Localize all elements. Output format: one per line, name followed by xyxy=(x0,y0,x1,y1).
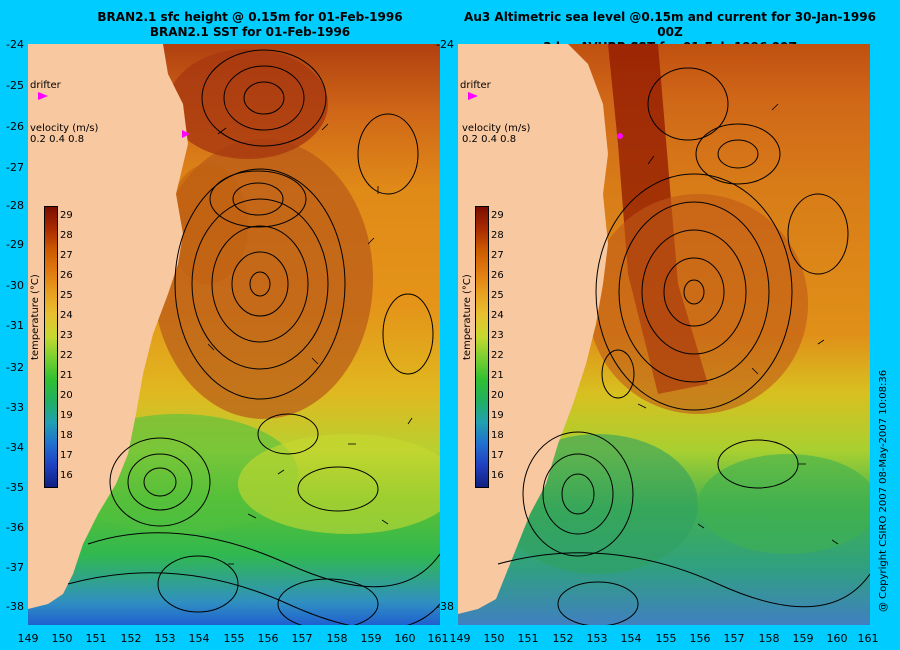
y-tick: -26 xyxy=(6,120,24,133)
x-tick: 150 xyxy=(51,632,73,645)
y-tick: -32 xyxy=(6,361,24,374)
drifter-legend-marker xyxy=(38,92,48,100)
x-tick: 155 xyxy=(655,632,677,645)
land-mass xyxy=(458,44,608,614)
velocity-label: velocity (m/s) xyxy=(30,123,99,134)
drifter-label: drifter xyxy=(30,80,61,91)
x-tick: 159 xyxy=(792,632,814,645)
x-tick: 154 xyxy=(188,632,210,645)
drifter-legend-left: drifter xyxy=(30,80,61,91)
colorbar-right-ticks: 29 28 27 26 25 24 23 22 21 20 19 18 17 16 xyxy=(491,210,504,481)
y-tick: -38 xyxy=(6,600,24,613)
drifter-legend-marker xyxy=(468,92,478,100)
y-tick: -35 xyxy=(6,481,24,494)
x-tick: 152 xyxy=(552,632,574,645)
y-tick: -25 xyxy=(6,79,24,92)
x-tick: 161 xyxy=(857,632,879,645)
right-map-panel xyxy=(458,44,870,625)
y-tick: -36 xyxy=(6,521,24,534)
velocity-label: velocity (m/s) xyxy=(462,123,531,134)
y-tick: -31 xyxy=(6,319,24,332)
drifter-marker xyxy=(617,133,623,139)
x-tick: 157 xyxy=(291,632,313,645)
velocity-scale: 0.2 0.4 0.8 xyxy=(30,134,85,145)
left-map-panel xyxy=(28,44,440,625)
x-tick: 158 xyxy=(758,632,780,645)
x-tick: 155 xyxy=(223,632,245,645)
colorbar-left-ticks: 29 28 27 26 25 24 23 22 21 20 19 18 17 16 xyxy=(60,210,73,481)
drifter-marker xyxy=(182,130,190,138)
x-tick: 152 xyxy=(120,632,142,645)
x-tick: 151 xyxy=(85,632,107,645)
y-tick: -29 xyxy=(6,238,24,251)
right-sst-map xyxy=(458,44,870,625)
x-tick: 149 xyxy=(449,632,471,645)
y-tick: -38 xyxy=(436,600,454,613)
y-tick: -34 xyxy=(6,441,24,454)
land-mass xyxy=(28,44,188,609)
y-tick: -24 xyxy=(6,38,24,51)
x-tick: 149 xyxy=(17,632,39,645)
colorbar-right-label: temperature (°C) xyxy=(462,274,473,360)
x-tick: 151 xyxy=(517,632,539,645)
x-tick: 160 xyxy=(394,632,416,645)
y-tick: -24 xyxy=(436,38,454,51)
colorbar-right-gradient xyxy=(475,206,489,488)
colorbar-left xyxy=(44,206,58,488)
x-tick: 150 xyxy=(483,632,505,645)
y-tick: -33 xyxy=(6,401,24,414)
velocity-arrows xyxy=(637,103,839,545)
velocity-legend-left: velocity (m/s) 0.2 0.4 0.8 xyxy=(30,123,98,145)
drifter-label: drifter xyxy=(460,80,491,91)
drifter-legend-right: drifter xyxy=(460,80,491,91)
colorbar-right xyxy=(475,206,489,488)
velocity-arrows xyxy=(207,123,413,565)
y-tick: -30 xyxy=(6,279,24,292)
velocity-scale: 0.2 0.4 0.8 xyxy=(462,134,517,145)
x-tick: 159 xyxy=(360,632,382,645)
velocity-legend-right: velocity (m/s) 0.2 0.4 0.8 xyxy=(462,123,530,145)
colorbar-left-label: temperature (°C) xyxy=(30,274,41,360)
right-title-line1: Au3 Altimetric sea level @0.15m and curr… xyxy=(464,10,876,39)
ssh-contours xyxy=(497,67,870,625)
x-tick: 153 xyxy=(586,632,608,645)
x-tick: 158 xyxy=(326,632,348,645)
ssh-contours xyxy=(67,49,440,625)
left-sst-map xyxy=(28,44,440,625)
y-tick: -37 xyxy=(6,561,24,574)
x-tick: 154 xyxy=(620,632,642,645)
x-tick: 156 xyxy=(689,632,711,645)
y-tick: -28 xyxy=(6,199,24,212)
x-tick: 153 xyxy=(154,632,176,645)
colorbar-left-gradient xyxy=(44,206,58,488)
copyright-text: @ Copyright CSIRO 2007 08-May-2007 10:08… xyxy=(878,369,889,612)
left-title-line1: BRAN2.1 sfc height @ 0.15m for 01-Feb-19… xyxy=(97,10,403,24)
left-title-line2: BRAN2.1 SST for 01-Feb-1996 xyxy=(149,25,351,39)
y-tick: -27 xyxy=(6,161,24,174)
left-title: BRAN2.1 sfc height @ 0.15m for 01-Feb-19… xyxy=(60,10,440,40)
x-tick: 156 xyxy=(257,632,279,645)
x-tick: 161 xyxy=(427,632,449,645)
x-tick: 160 xyxy=(826,632,848,645)
x-tick: 157 xyxy=(723,632,745,645)
